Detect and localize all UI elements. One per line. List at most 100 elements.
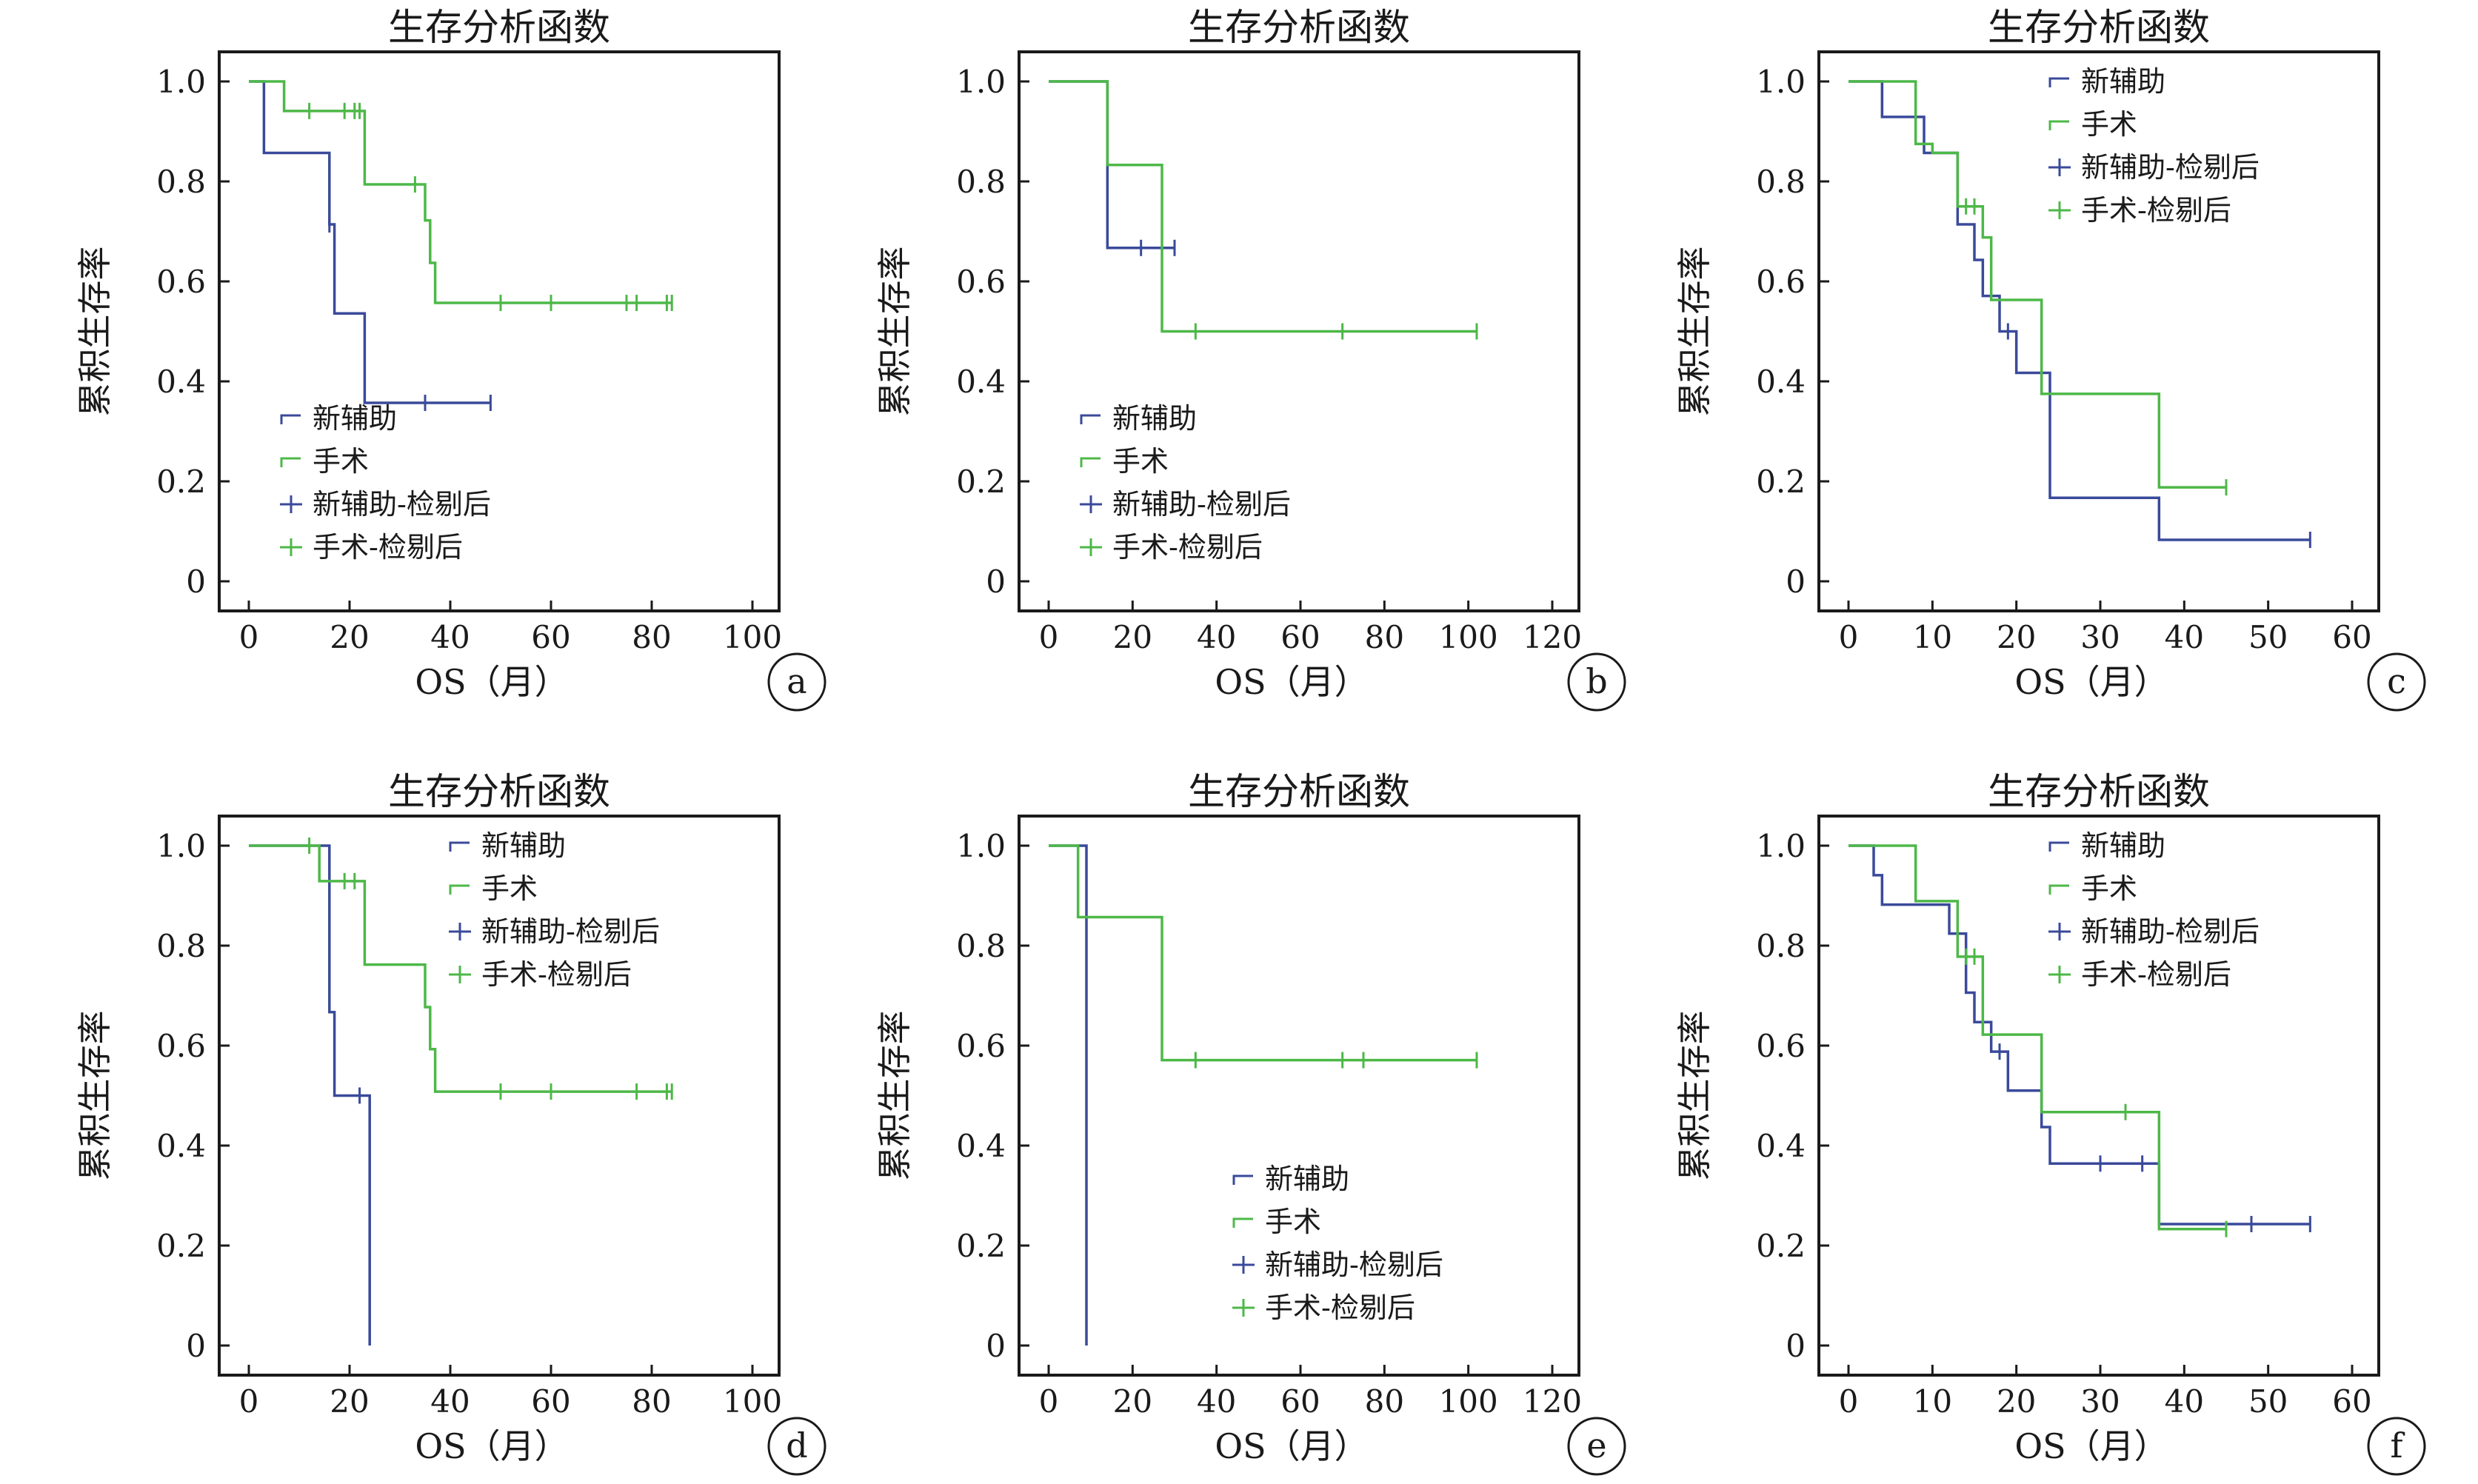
- x-tick-label: 0: [1039, 619, 1059, 655]
- y-tick-label: 0.2: [1756, 1228, 1806, 1264]
- legend-step-mark: [2048, 841, 2069, 852]
- legend-label: 新辅助: [1112, 402, 1197, 435]
- panel-label-circle: [1567, 1417, 1626, 1476]
- legend-step-mark: [2048, 120, 2069, 130]
- legend-label: 手术: [313, 445, 369, 478]
- legend-step-mark: [280, 457, 301, 467]
- chart-panel-c: 生存分析函数 0 0.2 0.4 0.6 0.8 1.0 0 10 20 30 40 50 60 OS（月）…: [1674, 6, 2426, 712]
- chart-title: 生存分析函数: [388, 770, 610, 813]
- legend-label: 新辅助: [1265, 1163, 1349, 1195]
- x-tick-label: 80: [1365, 619, 1404, 655]
- legend-censor-icon: [1080, 495, 1102, 513]
- legend-step-mark: [1232, 1174, 1253, 1185]
- panel-label-circle: [767, 652, 826, 712]
- x-tick-label: 80: [632, 619, 671, 655]
- x-tick-label: 20: [1113, 619, 1152, 655]
- y-tick-label: 0.6: [1756, 1028, 1806, 1064]
- survival-curve-surgery: [249, 844, 672, 1093]
- legend-label: 手术-检剔后: [2081, 958, 2231, 991]
- legend-step-mark: [2048, 884, 2069, 895]
- panel-label-circle: [1567, 652, 1626, 712]
- x-tick-label: 10: [1913, 619, 1952, 655]
- legend-censor-icon: [2048, 923, 2071, 940]
- legend-step-icon: [1232, 1174, 1253, 1185]
- x-tick-label: 60: [2332, 619, 2371, 655]
- survival-curve-surgery: [1049, 844, 1477, 1062]
- y-tick-label: 0.6: [1756, 264, 1806, 300]
- y-tick-label: 0: [186, 564, 206, 600]
- y-tick-label: 0.6: [156, 1028, 206, 1064]
- legend-censor-icon: [1232, 1256, 1255, 1274]
- y-tick-label: 0.4: [1756, 364, 1806, 400]
- legend-step-mark: [2048, 77, 2069, 87]
- x-tick-label: 50: [2248, 619, 2288, 655]
- x-axis-label: OS（月）: [2014, 1426, 2168, 1466]
- survival-curve-neoadjuvant: [249, 80, 491, 404]
- legend-label: 手术: [1265, 1206, 1321, 1238]
- panel-label: e: [1586, 1425, 1606, 1465]
- x-tick-label: 0: [239, 1383, 259, 1420]
- panel-label: f: [2390, 1425, 2405, 1465]
- panel-label: a: [787, 661, 806, 701]
- panel-label: d: [786, 1425, 807, 1465]
- y-tick-label: 0.4: [156, 364, 206, 400]
- chart-panel-d: 生存分析函数 0 0.2 0.4 0.6 0.8 1.0 0 20 40 60 80 100 OS（月） 累…: [75, 770, 826, 1476]
- survival-curve-surgery: [1049, 80, 1477, 333]
- x-tick-label: 0: [239, 619, 259, 655]
- survival-curve-surgery: [1849, 80, 2226, 489]
- y-tick-label: 0: [986, 564, 1006, 600]
- legend-label: 手术: [2081, 872, 2137, 905]
- legend-label: 新辅助: [2081, 829, 2165, 862]
- x-tick-label: 20: [330, 1383, 369, 1420]
- x-tick-label: 40: [430, 1383, 470, 1420]
- legend-step-icon: [1232, 1217, 1253, 1228]
- y-tick-label: 0.8: [156, 164, 206, 200]
- legend-label: 手术-检剔后: [313, 531, 463, 564]
- plot-frame: [1018, 50, 1580, 612]
- panel-label-circle: [2367, 1417, 2426, 1476]
- y-tick-label: 0.8: [956, 164, 1006, 200]
- x-axis-label: OS（月）: [1215, 662, 1368, 702]
- x-tick-label: 20: [1997, 619, 2036, 655]
- legend-step-icon: [280, 457, 301, 467]
- legend-step-icon: [2048, 120, 2069, 130]
- x-tick-label: 60: [531, 619, 570, 655]
- y-tick-label: 1.0: [1756, 828, 1806, 864]
- x-tick-label: 20: [330, 619, 369, 655]
- legend-censor-icon: [449, 923, 471, 940]
- legend-step-icon: [449, 841, 470, 852]
- panel-label: c: [2387, 661, 2406, 701]
- legend-label: 新辅助: [481, 829, 566, 862]
- plot-frame: [1817, 50, 2380, 612]
- legend-censor-icon: [2048, 201, 2071, 219]
- plot-frame: [1018, 815, 1580, 1377]
- x-tick-label: 50: [2248, 1383, 2288, 1420]
- x-tick-label: 100: [1439, 619, 1498, 655]
- x-tick-label: 40: [430, 619, 470, 655]
- y-axis-label: 累积生存率: [875, 247, 915, 417]
- chart-panel-e: 生存分析函数 0 0.2 0.4 0.6 0.8 1.0 0 20 40 60 80 100 120 OS（…: [875, 770, 1626, 1476]
- legend-censor-icon: [2048, 966, 2071, 983]
- survival-curve-neoadjuvant: [1049, 844, 1088, 1346]
- y-tick-label: 0: [1786, 564, 1806, 600]
- legend-censor-icon: [280, 538, 302, 556]
- legend-label: 手术-检剔后: [1112, 531, 1263, 564]
- panel-label-circle: [2367, 652, 2426, 712]
- legend-step-mark: [280, 414, 301, 424]
- x-tick-label: 0: [1839, 1383, 1859, 1420]
- y-tick-label: 1.0: [1756, 64, 1806, 100]
- y-tick-label: 0.4: [1756, 1128, 1806, 1164]
- x-tick-label: 30: [2080, 1383, 2120, 1420]
- chart-panel-b: 生存分析函数 0 0.2 0.4 0.6 0.8 1.0 0 20 40 60 80 100 120 OS（…: [875, 6, 1626, 712]
- legend-censor-icon: [1080, 538, 1102, 556]
- x-tick-label: 40: [2165, 619, 2204, 655]
- y-tick-label: 0.4: [156, 1128, 206, 1164]
- x-tick-label: 40: [2165, 1383, 2204, 1420]
- y-axis-label: 累积生存率: [1674, 247, 1714, 417]
- x-tick-label: 40: [1197, 1383, 1236, 1420]
- legend-censor-icon: [2048, 158, 2071, 176]
